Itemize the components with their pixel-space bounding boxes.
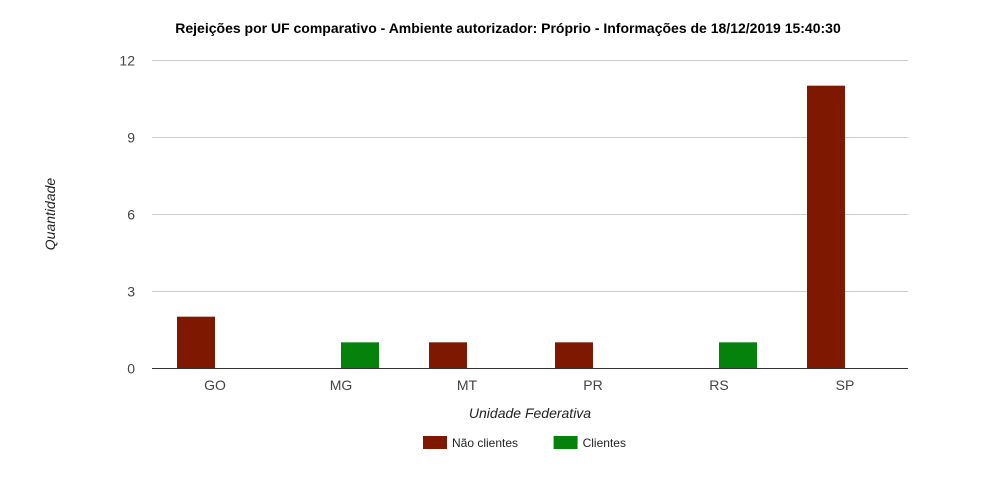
y-tick-label: 3 [127, 284, 135, 300]
bar [341, 342, 379, 368]
gridlines [152, 60, 908, 292]
x-tick-label: SP [836, 377, 855, 393]
legend-swatch [553, 436, 578, 449]
legend-swatch [423, 436, 447, 449]
legend: Não clientes Clientes [423, 436, 626, 450]
y-axis-title: Quantidade [42, 178, 58, 251]
x-tick-label: GO [204, 377, 226, 393]
chart-title: Rejeições por UF comparativo - Ambiente … [175, 20, 841, 36]
x-tick-label: MG [330, 377, 353, 393]
y-tick-label: 9 [127, 130, 135, 146]
x-tick-labels: GO MG MT PR RS SP [204, 377, 854, 393]
bar [807, 85, 845, 369]
bars [177, 85, 845, 369]
bar [429, 342, 467, 368]
legend-label: Não clientes [452, 436, 518, 450]
y-tick-labels: 0 3 6 9 12 [119, 53, 135, 377]
y-tick-label: 6 [127, 207, 135, 223]
bar [719, 342, 757, 368]
y-tick-label: 0 [127, 361, 135, 377]
legend-label: Clientes [583, 436, 626, 450]
x-tick-label: RS [709, 377, 728, 393]
bar [555, 342, 593, 368]
x-axis-title: Unidade Federativa [469, 405, 591, 421]
x-tick-label: PR [583, 377, 602, 393]
bar [177, 316, 215, 368]
x-tick-label: MT [457, 377, 478, 393]
y-tick-label: 12 [119, 53, 135, 69]
